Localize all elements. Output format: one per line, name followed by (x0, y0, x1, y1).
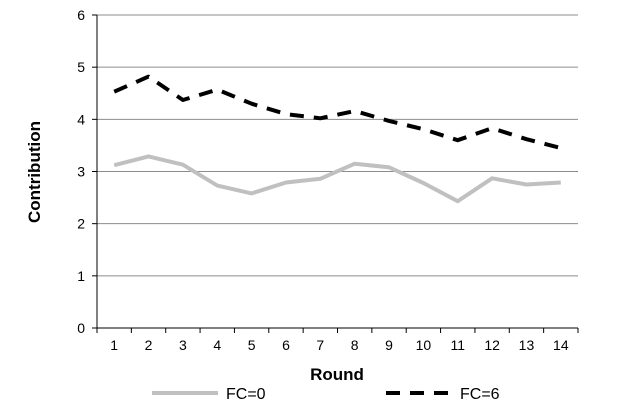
x-tick-label: 6 (282, 337, 290, 353)
x-tick-label: 11 (450, 337, 465, 353)
x-tick-label: 13 (519, 337, 535, 353)
x-tick-label: 1 (110, 337, 118, 353)
x-axis-title: Round (310, 365, 364, 384)
y-tick-label: 6 (77, 7, 85, 23)
series-line-fc6 (113, 74, 562, 150)
x-tick-label: 8 (351, 337, 359, 353)
axes (96, 15, 579, 333)
x-tick-label: 10 (416, 337, 432, 353)
legend: FC=0 FC=6 (152, 386, 500, 403)
x-tick-label: 2 (145, 337, 153, 353)
x-tick-label: 9 (385, 337, 393, 353)
y-tick-label: 1 (77, 268, 85, 284)
y-tick-label: 2 (77, 216, 85, 232)
x-tick-label: 4 (213, 337, 221, 353)
series-line-fc0 (113, 154, 561, 204)
y-tick-label: 4 (77, 111, 85, 127)
y-tick-label: 3 (77, 164, 85, 180)
x-tick-label: 12 (484, 337, 500, 353)
legend-item-fc6: FC=6 (386, 386, 500, 403)
y-tick-label: 0 (77, 320, 85, 336)
legend-label-fc0: FC=0 (226, 386, 266, 403)
x-tick-label: 7 (316, 337, 324, 353)
x-tick-label: 5 (248, 337, 256, 353)
x-tick-label: 3 (179, 337, 187, 353)
x-tick-label: 14 (553, 337, 569, 353)
y-tick-label: 5 (77, 59, 85, 75)
series-lines (113, 74, 562, 204)
x-tick-labels: 1 2 3 4 5 6 7 8 9 10 11 12 13 14 (110, 337, 569, 353)
y-axis-title: Contribution (25, 121, 44, 223)
legend-item-fc0: FC=0 (152, 386, 266, 403)
y-tick-labels: 0 1 2 3 4 5 6 (77, 7, 85, 336)
legend-label-fc6: FC=6 (460, 386, 500, 403)
